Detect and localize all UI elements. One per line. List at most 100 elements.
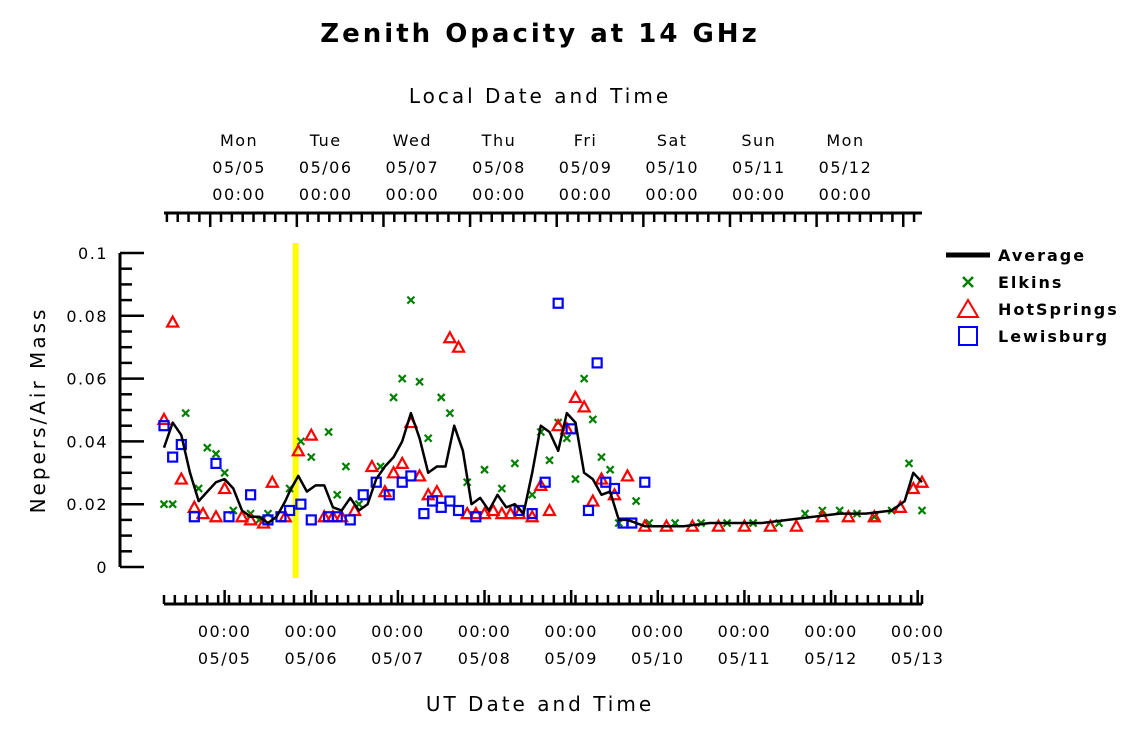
data-point-elkins-stroke xyxy=(389,393,398,402)
data-point-elkins xyxy=(406,295,416,305)
top-x-axis-title: Local Date and Time xyxy=(409,84,671,108)
bottom-tick-date: 05/09 xyxy=(544,649,598,668)
data-point-hotsprings xyxy=(905,480,921,495)
data-point-elkins xyxy=(497,484,507,493)
data-point-elkins xyxy=(588,415,598,424)
top-tick-day: Mon xyxy=(826,131,864,150)
data-point-elkins-stroke xyxy=(203,443,212,452)
bottom-tick-time: 00:00 xyxy=(284,622,338,641)
data-point-elkins xyxy=(545,455,554,465)
data-point-hotsprings xyxy=(451,339,466,353)
top-tick-day: Tue xyxy=(309,131,342,150)
data-point-lewisburg xyxy=(591,357,603,369)
data-point-hotsprings xyxy=(165,314,181,328)
data-point-hotsprings xyxy=(173,471,189,485)
data-point-hotsprings xyxy=(620,468,635,482)
data-point-hotsprings xyxy=(429,483,445,498)
bottom-tick-time: 00:00 xyxy=(631,622,685,641)
data-point-lewisburg xyxy=(305,514,317,526)
series-average xyxy=(162,411,923,528)
data-point-hotsprings xyxy=(290,443,306,457)
top-tick-date: 05/05 xyxy=(212,158,266,177)
data-point-hotsprings xyxy=(234,508,250,523)
data-point-elkins xyxy=(597,452,606,462)
data-point-elkins xyxy=(324,427,333,437)
data-point-hotsprings xyxy=(186,499,202,513)
data-point-elkins-stroke xyxy=(211,449,221,459)
top-tick-time: 00:00 xyxy=(819,185,873,204)
y-axis-title: Nepers/Air Mass xyxy=(26,307,50,514)
data-point-elkins xyxy=(904,459,914,468)
data-point-elkins-stroke xyxy=(436,393,446,402)
data-point-elkins-stroke xyxy=(181,408,190,418)
data-point-hotsprings xyxy=(737,518,752,532)
top-tick-time: 00:00 xyxy=(645,185,699,204)
data-point-hotsprings xyxy=(394,455,410,469)
data-point-lewisburg xyxy=(444,495,456,507)
y-tick-label: 0.08 xyxy=(66,307,108,326)
plot-area xyxy=(156,243,930,578)
data-point-elkins-stroke xyxy=(168,499,177,509)
data-point-elkins-stroke xyxy=(917,506,927,515)
data-point-elkins-stroke xyxy=(579,374,589,383)
bottom-tick-date: 05/08 xyxy=(458,649,512,668)
data-point-hotsprings xyxy=(217,480,233,495)
data-point-elkins-stroke xyxy=(220,468,229,478)
legend-label-hotsprings: HotSprings xyxy=(998,300,1119,319)
data-point-elkins xyxy=(480,465,489,474)
data-point-elkins-stroke xyxy=(545,455,554,465)
y-tick-label: 0.1 xyxy=(78,244,108,263)
data-point-elkins xyxy=(510,459,520,468)
top-tick-date: 05/08 xyxy=(472,158,526,177)
data-point-elkins-stroke xyxy=(423,433,433,443)
chart-title: Zenith Opacity at 14 GHz xyxy=(320,19,759,49)
data-point-hotsprings xyxy=(195,505,211,520)
legend-item-lewisburg: Lewisburg xyxy=(958,326,1109,346)
data-point-elkins-stroke xyxy=(445,408,455,418)
bottom-tick-time: 00:00 xyxy=(371,622,425,641)
y-axis: 0 0.02 0.04 0.06 0.08 0.1 xyxy=(66,244,144,577)
data-point-elkins-stroke xyxy=(605,465,615,474)
legend-item-hotsprings: HotSprings xyxy=(956,298,1119,319)
data-point-elkins xyxy=(332,490,342,500)
data-point-hotsprings xyxy=(364,458,380,473)
data-point-lewisburg xyxy=(435,501,447,513)
data-point-elkins-stroke xyxy=(376,462,385,471)
data-point-hotsprings xyxy=(208,508,224,523)
data-point-hotsprings xyxy=(789,518,804,532)
data-point-elkins-stroke xyxy=(800,509,810,518)
data-point-elkins xyxy=(415,377,424,387)
data-point-lewisburg xyxy=(600,476,612,488)
data-point-elkins xyxy=(423,433,433,443)
data-point-lewisburg xyxy=(539,476,551,488)
top-tick-time: 00:00 xyxy=(732,185,786,204)
data-point-elkins-stroke xyxy=(497,484,507,493)
bottom-x-axis-title: UT Date and Time xyxy=(426,692,654,716)
data-point-elkins-stroke xyxy=(324,427,333,437)
data-point-elkins xyxy=(571,474,580,484)
bottom-tick-time: 00:00 xyxy=(891,622,945,641)
data-point-lewisburg xyxy=(405,470,417,482)
y-tick-label: 0.04 xyxy=(66,432,108,451)
data-point-elkins xyxy=(211,449,221,459)
data-point-elkins-stroke xyxy=(415,377,424,387)
data-point-elkins-stroke xyxy=(341,462,351,471)
top-tick-day: Sun xyxy=(741,131,776,150)
data-point-elkins-stroke xyxy=(571,474,580,484)
legend-item-elkins: Elkins xyxy=(962,273,1061,292)
data-point-elkins xyxy=(159,499,169,509)
bottom-tick-time: 00:00 xyxy=(544,622,598,641)
data-point-lewisburg xyxy=(284,504,296,517)
data-point-hotsprings xyxy=(585,493,601,507)
data-point-lewisburg xyxy=(639,476,651,488)
data-point-hotsprings xyxy=(494,505,510,520)
legend-label-lewisburg: Lewisburg xyxy=(998,327,1109,346)
bottom-tick-time: 00:00 xyxy=(198,622,252,641)
data-point-lewisburg xyxy=(210,457,222,469)
data-point-elkins xyxy=(397,374,407,383)
data-point-elkins xyxy=(631,496,641,506)
data-point-lewisburg xyxy=(608,482,621,495)
data-point-elkins-stroke xyxy=(597,452,606,462)
data-point-elkins xyxy=(800,509,810,518)
